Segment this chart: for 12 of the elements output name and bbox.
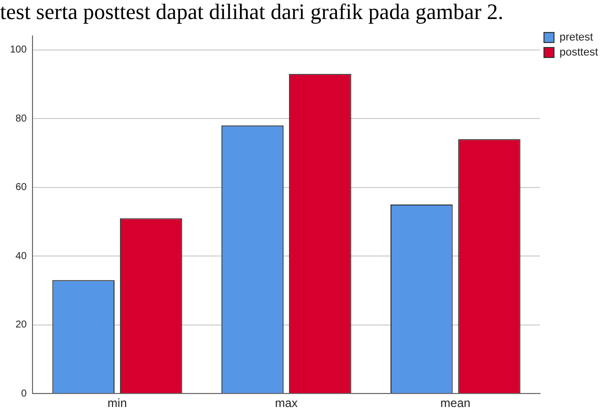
y-tick-label: 20 [16, 320, 28, 331]
y-tick-label: 80 [16, 113, 28, 124]
y-tick-label: 40 [16, 250, 28, 262]
y-tick-label: 100 [10, 44, 28, 56]
legend-label: posttest [559, 46, 598, 59]
legend-label: pretest [559, 32, 594, 44]
x-tick-label: min [108, 396, 127, 410]
text: test serta posttest dapat dilihat dari grafik pada gambar 2. [0, 0, 504, 24]
x-tick-label: mean [440, 396, 470, 410]
x-tick-label: max [274, 396, 298, 410]
y-tick-label: 60 [16, 182, 28, 194]
y-tick-label: 0 [21, 388, 28, 400]
